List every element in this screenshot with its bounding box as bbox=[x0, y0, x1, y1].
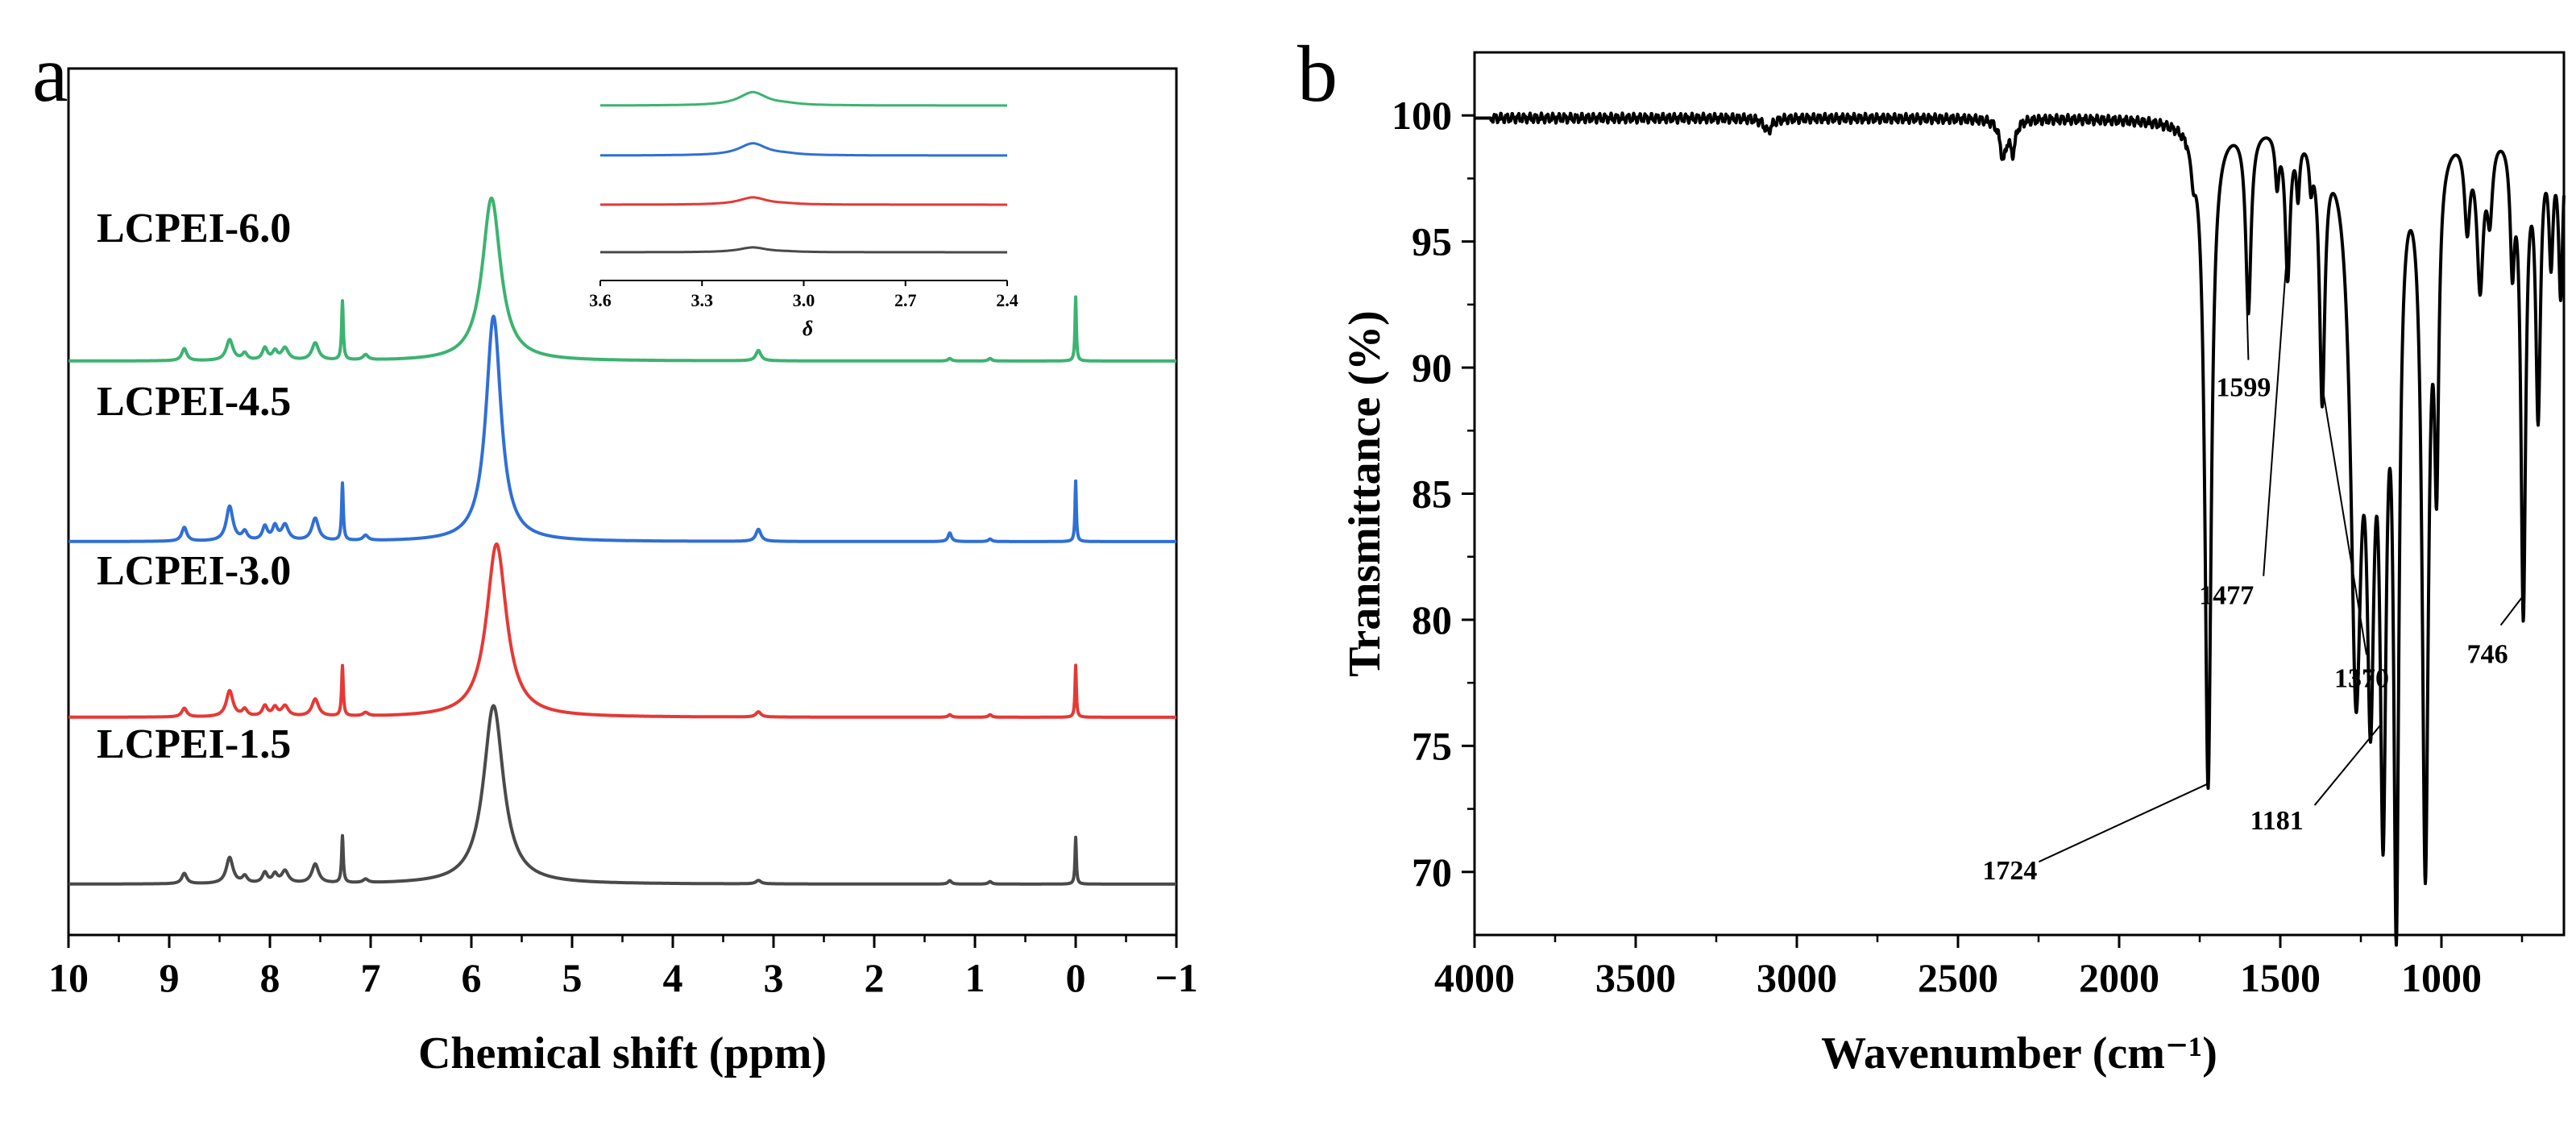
peak-label: 1181 bbox=[2250, 806, 2304, 836]
annotation-leader bbox=[2499, 597, 2523, 626]
x-tick-label: 1000 bbox=[2401, 955, 2482, 1000]
x-tick-label: 2 bbox=[865, 955, 885, 1000]
x-tick-label: 6 bbox=[462, 955, 482, 1000]
x-tick-label: 3 bbox=[764, 955, 784, 1000]
inset-x-tick-label: 3.6 bbox=[589, 290, 612, 310]
x-tick-label: −1 bbox=[1155, 955, 1198, 1000]
y-tick-label: 100 bbox=[1392, 93, 1452, 138]
peak-label: 1477 bbox=[2199, 581, 2254, 611]
peak-label: 1370 bbox=[2334, 663, 2389, 693]
peak-label: 746 bbox=[2467, 640, 2508, 670]
x-tick-label: 0 bbox=[1066, 955, 1086, 1000]
y-tick-label: 85 bbox=[1412, 472, 1452, 517]
y-tick-label: 90 bbox=[1412, 345, 1452, 390]
y-axis-title: Transmittance (%) bbox=[1340, 310, 1390, 677]
inset-series-line bbox=[600, 142, 1007, 157]
panel-label-a: a bbox=[32, 29, 68, 118]
series-label: LCPEI-4.5 bbox=[97, 379, 291, 425]
series-label: LCPEI-1.5 bbox=[97, 721, 291, 767]
x-tick-label: 10 bbox=[48, 955, 89, 1000]
x-tick-label: 8 bbox=[260, 955, 280, 1000]
ftir-chart: 4000 3500 3000 2500 2000 1500 1000 70 75 80 85 90 95… bbox=[1340, 51, 2566, 1078]
x-tick-label: 5 bbox=[562, 955, 583, 1000]
x-axis-title: Wavenumber (cm⁻¹) bbox=[1821, 1028, 2217, 1078]
inset-series-line bbox=[600, 90, 1007, 107]
inset-series-line bbox=[600, 246, 1007, 254]
peak-label: 1599 bbox=[2216, 373, 2271, 403]
annotation-leader bbox=[2320, 376, 2367, 655]
y-tick-label: 95 bbox=[1412, 219, 1452, 264]
annotation-leader bbox=[2246, 302, 2250, 360]
x-tick-label: 7 bbox=[361, 955, 381, 1000]
plot-frame bbox=[67, 67, 1178, 937]
series-label: LCPEI-3.0 bbox=[97, 548, 291, 594]
series-line bbox=[67, 196, 1178, 363]
spectrum-line bbox=[1473, 111, 2566, 947]
annotation-leader bbox=[2038, 783, 2207, 863]
inset-x-tick-label: 3.0 bbox=[793, 290, 815, 310]
x-tick-label: 1 bbox=[965, 955, 985, 1000]
annotation-leader bbox=[2313, 723, 2383, 806]
y-tick-label: 80 bbox=[1412, 597, 1452, 642]
inset-x-tick-label: 2.4 bbox=[996, 290, 1018, 310]
annotation-leader bbox=[2263, 264, 2288, 576]
x-tick-label: 2000 bbox=[2079, 955, 2159, 1000]
y-tick-label: 70 bbox=[1412, 850, 1452, 895]
x-tick-label: 3500 bbox=[1595, 955, 1676, 1000]
inset-series-line bbox=[600, 196, 1007, 206]
x-tick-label: 3000 bbox=[1757, 955, 1837, 1000]
x-tick-label: 1500 bbox=[2240, 955, 2321, 1000]
panel-label-b: b bbox=[1297, 29, 1338, 118]
x-tick-label: 4000 bbox=[1434, 955, 1515, 1000]
series-line bbox=[67, 704, 1178, 886]
x-tick-label: 4 bbox=[663, 955, 683, 1000]
x-tick-label: 2500 bbox=[1918, 955, 1998, 1000]
inset-x-tick-label: 3.3 bbox=[691, 290, 714, 310]
peak-label: 1724 bbox=[1982, 856, 2037, 886]
series-line bbox=[67, 542, 1178, 719]
inset-x-axis-title: δ bbox=[803, 317, 813, 340]
inset-x-tick-label: 2.7 bbox=[894, 290, 917, 310]
y-tick-label: 75 bbox=[1412, 723, 1452, 768]
series-label: LCPEI-6.0 bbox=[97, 206, 291, 251]
x-tick-label: 9 bbox=[160, 955, 180, 1000]
x-axis-title: Chemical shift (ppm) bbox=[418, 1028, 827, 1078]
series-line bbox=[67, 314, 1178, 543]
